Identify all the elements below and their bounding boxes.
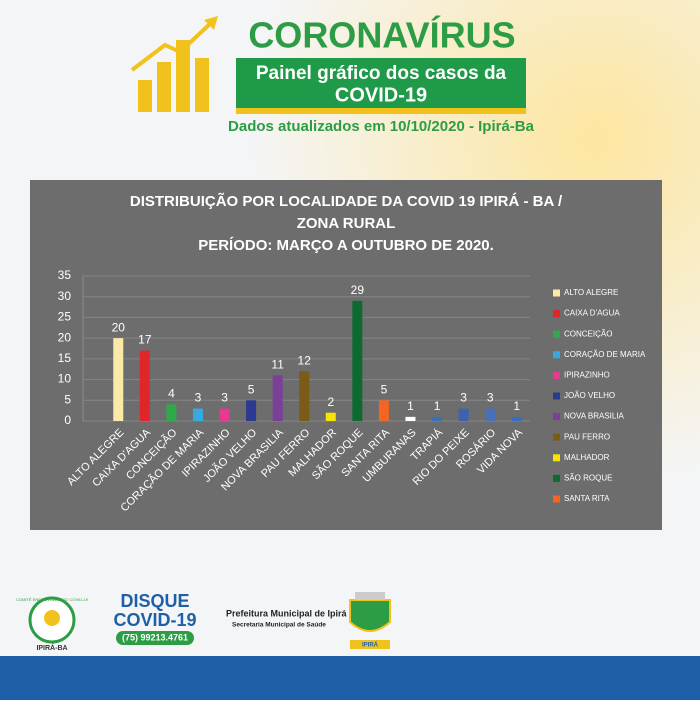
- value-label: 5: [248, 382, 255, 396]
- secretaria: Secretaria Municipal de Saúde: [232, 622, 326, 629]
- legend-swatch: [553, 392, 560, 400]
- bar: [405, 416, 416, 421]
- bar: [458, 408, 469, 421]
- committee-text: COMITÊ ENFRENTAMENTO COVID-19: [16, 597, 89, 602]
- chart-title: ZONA RURAL: [297, 215, 396, 232]
- value-label: 11: [271, 358, 284, 372]
- legend-swatch: [553, 433, 560, 441]
- bar: [113, 338, 124, 421]
- y-tick-label: 35: [58, 268, 72, 282]
- value-label: 3: [195, 391, 202, 405]
- value-label: 29: [351, 283, 365, 297]
- phone: (75) 99213.4761: [122, 632, 188, 642]
- legend-swatch: [553, 474, 560, 482]
- crest: IPIRÁ: [349, 592, 391, 649]
- disque-logo: DISQUE COVID-19 (75) 99213.4761: [113, 591, 197, 645]
- legend-label: JOÃO VELHO: [564, 391, 615, 400]
- legend-swatch: [553, 413, 560, 421]
- legend-swatch: [553, 289, 560, 297]
- legend-swatch: [553, 310, 560, 318]
- bar: [139, 350, 150, 421]
- y-tick-label: 0: [64, 413, 71, 427]
- value-label: 3: [460, 391, 467, 405]
- legend-label: CORAÇÃO DE MARIA: [564, 350, 646, 359]
- bar: [432, 416, 443, 421]
- crest-label: IPIRÁ: [362, 642, 379, 649]
- legend-label: SANTA RITA: [564, 494, 610, 503]
- footer-band: [0, 656, 700, 700]
- legend-label: IPIRAZINHO: [564, 371, 610, 380]
- legend-swatch: [553, 351, 560, 359]
- bar: [219, 408, 230, 421]
- legend-swatch: [553, 330, 560, 338]
- committee-logo: COMITÊ ENFRENTAMENTO COVID-19 IPIRÁ-BA: [16, 596, 89, 652]
- legend-label: ALTO ALEGRE: [564, 288, 618, 297]
- value-label: 1: [434, 399, 441, 413]
- disque-text: DISQUE: [120, 591, 189, 611]
- bar: [511, 416, 522, 421]
- legend-label: PAU FERRO: [564, 432, 610, 441]
- legend-label: CAIXA D'AGUA: [564, 309, 620, 318]
- y-tick-label: 15: [58, 351, 72, 365]
- bar: [325, 412, 336, 421]
- value-label: 3: [487, 391, 494, 405]
- header-banner: [236, 58, 526, 112]
- legend-swatch: [553, 454, 560, 462]
- y-tick-label: 25: [58, 310, 72, 324]
- value-label: 4: [168, 387, 175, 401]
- y-tick-label: 5: [64, 392, 71, 406]
- bar: [166, 404, 177, 421]
- bar: [352, 300, 363, 421]
- y-tick-label: 20: [58, 330, 72, 344]
- chart-title: DISTRIBUIÇÃO POR LOCALIDADE DA COVID 19 …: [130, 192, 563, 210]
- banner-line: COVID-19: [335, 84, 427, 106]
- chart-title: PERÍODO: MARÇO A OUTUBRO DE 2020.: [198, 237, 494, 254]
- bar: [299, 371, 310, 421]
- bar: [485, 408, 496, 421]
- disque-covid: COVID-19: [113, 610, 196, 630]
- bar: [246, 400, 257, 421]
- legend-swatch: [553, 495, 560, 503]
- legend-label: NOVA BRASILIA: [564, 412, 625, 421]
- bar: [192, 408, 203, 421]
- value-label: 5: [381, 382, 388, 396]
- value-label: 20: [112, 320, 126, 334]
- bar: [272, 375, 283, 421]
- growth-icon: [130, 16, 218, 112]
- bar: [378, 400, 389, 421]
- legend-label: MALHADOR: [564, 453, 610, 462]
- legend-swatch: [553, 371, 560, 379]
- y-tick-label: 30: [58, 289, 72, 303]
- legend-label: CONCEIÇÃO: [564, 329, 612, 338]
- legend-label: SÃO ROQUE: [564, 474, 612, 483]
- update-note: Dados atualizados em 10/10/2020 - Ipirá-…: [228, 118, 535, 135]
- value-label: 1: [513, 399, 520, 413]
- banner-line: Painel gráfico dos casos da: [256, 63, 507, 84]
- committee-city: IPIRÁ-BA: [36, 643, 67, 652]
- value-label: 3: [221, 391, 228, 405]
- value-label: 12: [298, 353, 312, 367]
- y-tick-label: 10: [58, 372, 72, 386]
- value-label: 2: [327, 395, 334, 409]
- value-label: 1: [407, 399, 414, 413]
- prefeitura: Prefeitura Municipal de Ipirá: [226, 608, 348, 618]
- header-title: CORONAVÍRUS: [248, 15, 515, 56]
- banner-stripe: [236, 108, 526, 114]
- value-label: 17: [138, 333, 152, 347]
